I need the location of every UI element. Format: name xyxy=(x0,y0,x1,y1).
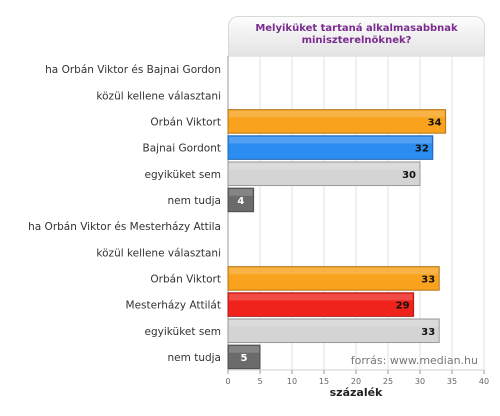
bar-highlight xyxy=(229,267,439,275)
x-tick-label: 15 xyxy=(319,377,329,386)
chart-title-line-1: Melyiküket tartaná alkalmasabbnak xyxy=(255,23,458,34)
category-label: nem tudja xyxy=(168,352,221,364)
bar xyxy=(227,266,440,291)
bar xyxy=(227,135,434,160)
bar xyxy=(227,161,421,187)
bar xyxy=(227,318,440,344)
category-label: egyiküket sem xyxy=(145,169,221,181)
bar-value-label: 33 xyxy=(421,274,435,285)
bar-value-label: 34 xyxy=(428,117,442,128)
bar-value-label: 33 xyxy=(421,327,435,338)
x-axis-label: százalék xyxy=(329,386,383,399)
bar xyxy=(227,292,415,317)
category-label: nem tudja xyxy=(168,195,221,207)
bar xyxy=(227,344,261,370)
category-label: Orbán Viktort xyxy=(150,273,221,285)
x-tick-label: 35 xyxy=(447,377,457,386)
category-label: közül kellene választani xyxy=(96,247,221,259)
category-label: Orbán Viktort xyxy=(150,116,221,128)
category-label: Bajnai Gordont xyxy=(143,143,221,155)
x-tick-label: 5 xyxy=(257,377,262,386)
x-tick-label: 30 xyxy=(415,377,425,386)
x-tick-label: 0 xyxy=(225,377,230,386)
bar-value-label: 29 xyxy=(396,301,410,312)
bar xyxy=(227,187,255,213)
bar-highlight xyxy=(229,293,413,301)
category-label: egyiküket sem xyxy=(145,326,221,338)
x-tick-label: 40 xyxy=(479,377,489,386)
x-tick-label: 25 xyxy=(383,377,393,386)
bar-highlight xyxy=(229,346,259,353)
bar-value-label: 5 xyxy=(241,353,248,364)
category-label: ha Orbán Viktor és Bajnai Gordon xyxy=(45,64,221,76)
bar-highlight xyxy=(229,189,253,196)
bar-highlight xyxy=(229,319,439,327)
chart-title-line-2: miniszterelnöknek? xyxy=(301,35,412,46)
source-note: forrás: www.median.hu xyxy=(350,354,478,367)
bar-value-label: 32 xyxy=(415,144,429,155)
chart-title-box: Melyiküket tartaná alkalmasabbnak minisz… xyxy=(228,16,485,56)
bar-value-label: 30 xyxy=(402,170,416,181)
bar-value-label: 4 xyxy=(237,196,244,207)
bar-highlight xyxy=(229,162,419,170)
x-tick-label: 20 xyxy=(351,377,361,386)
category-label: ha Orbán Viktor és Mesterházy Attila xyxy=(28,221,221,233)
bar-highlight xyxy=(229,110,445,118)
bar-highlight xyxy=(229,136,432,144)
category-label: Mesterházy Attilát xyxy=(126,300,221,312)
category-label: közül kellene választani xyxy=(96,90,221,102)
x-tick-label: 10 xyxy=(287,377,297,386)
bar xyxy=(227,109,447,134)
